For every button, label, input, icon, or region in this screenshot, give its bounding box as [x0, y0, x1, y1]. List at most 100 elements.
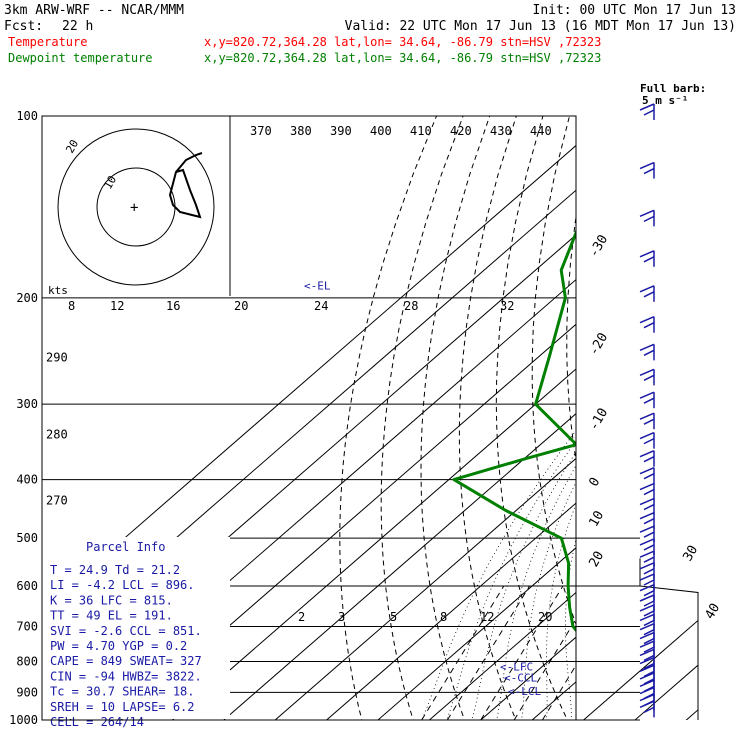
isotherm-label: 20	[586, 549, 607, 570]
parcel-info-row: Tc = 30.7 SHEAR= 18.	[50, 685, 195, 699]
isotherm-label: 0	[586, 475, 603, 489]
model-title: 3km ARW-WRF -- NCAR/MMM	[4, 3, 184, 18]
wind-barb-flag	[639, 613, 655, 622]
wind-barb-flag	[643, 646, 655, 653]
temperature-line	[615, 116, 740, 715]
wind-barb-flag	[643, 568, 655, 575]
mixing-ratio-label: 20	[234, 299, 248, 313]
lower-background-lines	[582, 619, 698, 720]
wind-barb-flag	[643, 531, 655, 538]
isotherm-line	[531, 681, 576, 720]
dewpoint-location-info: x,y=820.72,364.28 lat,lon= 34.64, -86.79…	[204, 51, 601, 65]
theta-e-label: 390	[330, 124, 352, 138]
mixing-ratio-label: 2	[298, 610, 305, 624]
theta-e-label: 420	[450, 124, 472, 138]
dry-adiabat-line	[531, 116, 576, 626]
isotherm-label: -20	[586, 331, 611, 359]
wind-barb-flag	[643, 619, 655, 627]
mixing-ratio-line	[480, 585, 564, 720]
axis-labels: 1002003004005006007008009001000-80-70-60…	[9, 109, 723, 727]
pressure-label-700: 700	[16, 619, 38, 633]
isotherm-line	[223, 413, 576, 720]
plot-frame	[41, 115, 577, 721]
dry-adiabat-line	[600, 116, 730, 733]
mixing-ratio-label: 20	[538, 610, 552, 624]
isotherm-line	[171, 368, 576, 720]
mixing-ratio-line	[446, 585, 530, 720]
wind-legend-line1: Full barb:	[640, 82, 706, 95]
mixing-ratio-line	[421, 585, 505, 720]
wind-barb-flag	[643, 397, 655, 404]
wind-barb-flag	[643, 291, 655, 298]
moist-adiabat-line	[612, 222, 740, 732]
mixing-ratio-label: 12	[480, 610, 494, 624]
wind-barb-flag	[639, 686, 655, 695]
dry-adiabat-line	[458, 116, 517, 720]
dry-adiabat-line	[695, 116, 740, 733]
temperature-legend-label: Temperature	[8, 35, 87, 49]
wind-barb-flag	[643, 590, 655, 597]
dry-adiabat-line	[420, 116, 491, 720]
parcel-info-row: SREH = 10 LAPSE= 6.2	[50, 700, 195, 714]
mixing-ratio-label: 28	[404, 299, 418, 313]
wind-barb-flag	[643, 518, 655, 525]
wind-barb-flag	[639, 622, 655, 631]
level-marker: <-EL	[304, 280, 331, 293]
mixing-ratio-label: 8	[68, 299, 75, 313]
wind-barb-flag	[639, 431, 655, 440]
theta-e-label: 380	[290, 124, 312, 138]
wind-barb-flag	[643, 556, 655, 563]
wind-barb-flag	[643, 628, 655, 636]
wind-barb-flag	[639, 562, 655, 570]
dry-adiabat-line	[380, 116, 464, 720]
isotherm-line	[620, 116, 740, 733]
wind-barb-flag	[639, 538, 655, 546]
wind-barb-flag	[639, 664, 655, 673]
wind-barb-flag	[639, 672, 655, 680]
mixing-ratio-label: 5	[390, 610, 397, 624]
parcel-info-row: CAPE = 849 SWEAT= 327	[50, 654, 202, 668]
isotherm-line	[582, 619, 698, 720]
mixing-ratio-label: 12	[110, 299, 124, 313]
wind-barb-flag	[643, 503, 655, 511]
wind-barb-flag	[639, 343, 655, 352]
wind-barb-flag	[643, 600, 655, 607]
mixing-ratio-label: 32	[500, 299, 514, 313]
dry-adiabat-line	[566, 214, 576, 464]
level-marker: <-LCL	[508, 685, 541, 698]
wind-barb-flag	[639, 161, 655, 170]
wind-barb-flag	[643, 418, 655, 425]
wind-barb-flag	[639, 285, 655, 293]
wind-barb-flag	[643, 349, 655, 357]
wind-barb-flag	[639, 450, 655, 458]
wind-barb-flag	[639, 391, 655, 399]
dry-adiabat-line	[495, 116, 568, 720]
dry-adiabat-line	[725, 116, 740, 733]
isotherm-label: 10	[586, 508, 607, 529]
level-marker: <-CCL	[504, 672, 537, 685]
parcel-info-row: PW = 4.70 YGP = 0.2	[50, 639, 187, 653]
wind-barb-flag	[643, 472, 655, 480]
hodograph-origin-plus: +	[130, 200, 138, 216]
isotherm-label: 30	[680, 543, 701, 564]
wind-barb-flag	[639, 640, 655, 648]
wind-barb-flag	[639, 693, 655, 702]
pressure-label-400: 400	[16, 473, 38, 487]
wind-barb-flag	[643, 579, 655, 586]
theta-e-label: 440	[530, 124, 552, 138]
wind-barb-flag	[643, 256, 655, 263]
parcel-info-title: Parcel Info	[86, 540, 165, 554]
isotherm-line	[634, 664, 698, 720]
dewpoint-line	[452, 228, 576, 633]
wind-barb-flag	[639, 656, 655, 665]
dewpoint-legend-label: Dewpoint temperature	[8, 51, 153, 65]
wind-barb-flag	[639, 497, 655, 506]
wind-barb-flag	[643, 544, 655, 551]
hodograph-ring-outer	[57, 128, 215, 286]
theta-label: 270	[46, 494, 68, 508]
wind-barb-flag	[643, 456, 655, 463]
theta-e-label: 370	[250, 124, 272, 138]
parcel-info-row: SVI = -2.6 CCL = 851.	[50, 624, 202, 638]
pressure-label-200: 200	[16, 291, 38, 305]
